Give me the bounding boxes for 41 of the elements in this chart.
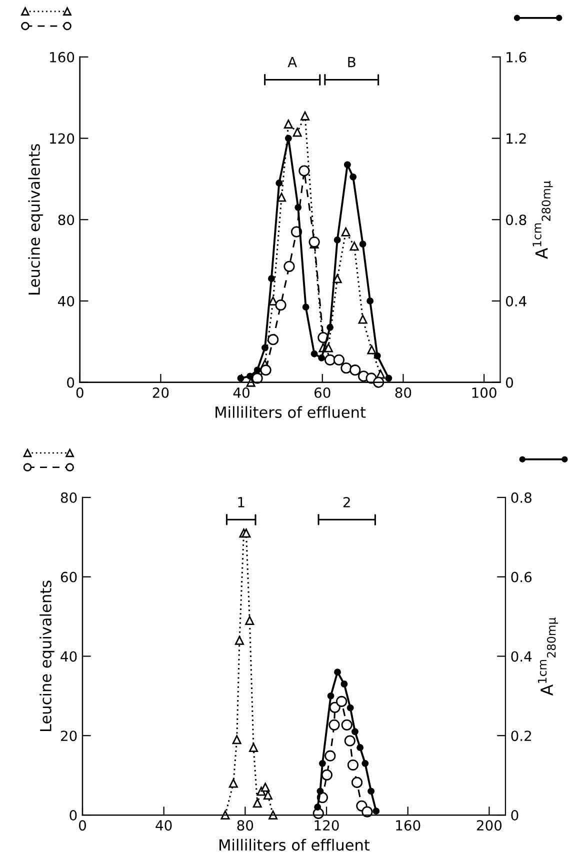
x-tick-label: 120 <box>314 820 339 831</box>
y2-tick-label: 0 <box>511 810 518 820</box>
x-tick-label: 160 <box>396 820 420 831</box>
y-tick-label: 40 <box>58 296 74 306</box>
y-tick-label: 80 <box>60 492 77 503</box>
annotation: 2 <box>343 496 350 508</box>
y2-tick-label: 1.2 <box>506 133 526 144</box>
y2-tick-label: 0.2 <box>511 730 532 742</box>
y-tick-label: 0 <box>67 377 74 388</box>
x-tick-label: 20 <box>152 387 169 398</box>
y-axis-title: Leucine equivalents <box>40 580 54 732</box>
annotation: 1 <box>238 497 244 508</box>
y2-tick-label: 0.6 <box>511 572 532 582</box>
x-tick-label: 80 <box>395 387 412 398</box>
y-tick-label: 80 <box>58 214 74 226</box>
x-tick-label: 40 <box>233 387 250 398</box>
x-tick-label: 0 <box>78 820 86 831</box>
y2-tick-label: 0 <box>506 377 513 388</box>
y-axis-title: Leucine equivalents <box>28 144 43 294</box>
annotation: B <box>348 56 356 68</box>
x-tick-label: 40 <box>156 820 172 831</box>
y2-tick-label: 0.8 <box>511 492 532 503</box>
x-tick-label: 60 <box>314 387 330 398</box>
x-axis-title: Milliliters of effluent <box>220 838 370 851</box>
y-tick-label: 40 <box>60 651 77 662</box>
y-tick-label: 0 <box>70 810 77 820</box>
y-tick-label: 20 <box>60 730 77 742</box>
y-tick-label: 120 <box>50 133 74 144</box>
x-axis-title: Milliliters of effluent <box>216 406 366 418</box>
y-tick-label: 60 <box>60 572 77 582</box>
y2-axis-title: A$^{1cm}$$_{280mμ}$ <box>538 618 558 696</box>
x-tick-label: 200 <box>476 820 502 831</box>
annotation: A <box>288 56 297 68</box>
y2-tick-label: 1.6 <box>506 52 526 62</box>
y2-tick-label: 0.8 <box>506 214 526 226</box>
x-tick-label: 100 <box>472 387 496 398</box>
y2-axis-title: A$^{1cm}$$_{280mμ}$ <box>532 180 553 260</box>
y2-tick-label: 0.4 <box>506 296 526 306</box>
y2-tick-label: 0.4 <box>511 651 532 662</box>
x-tick-label: 80 <box>237 820 254 831</box>
y-tick-label: 160 <box>50 52 74 62</box>
